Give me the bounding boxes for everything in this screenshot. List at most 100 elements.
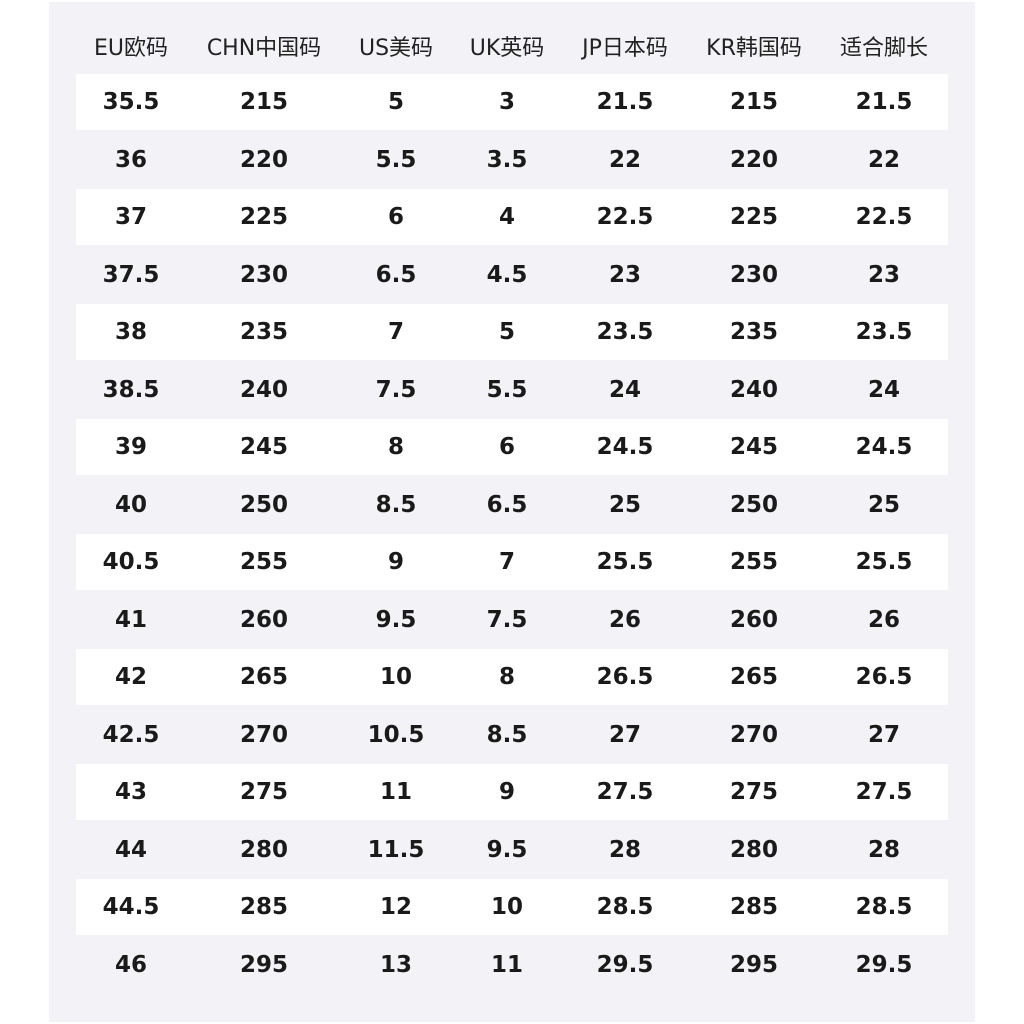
table-cell: 220 — [729, 146, 779, 173]
table-cell: 250 — [729, 491, 779, 518]
table-cell: 42 — [114, 664, 148, 690]
table-cell: 26 — [608, 606, 642, 633]
table-cell: 285 — [239, 894, 289, 920]
table-cell: 8 — [387, 434, 405, 460]
table-cell: 23 — [608, 261, 642, 288]
column-header: UK英码 — [469, 36, 545, 61]
table-cell: 5 — [387, 89, 405, 115]
column-header: US美码 — [358, 36, 434, 61]
table-cell: 24.5 — [596, 434, 654, 460]
table-row: 43 275 11 9 27.5 275 27.5 — [76, 764, 948, 820]
table-row: 44 280 11.5 9.5 28 280 28 — [76, 822, 948, 878]
table-cell: 43 — [114, 779, 148, 805]
table-cell: 10 — [379, 664, 413, 690]
table-cell: 28.5 — [596, 894, 654, 920]
table-cell: 235 — [729, 319, 779, 345]
table-row: 40.5 255 9 7 25.5 255 25.5 — [76, 534, 948, 590]
table-cell: 6 — [498, 434, 516, 460]
table-cell: 6 — [387, 204, 405, 230]
table-cell: 44.5 — [102, 894, 160, 920]
table-cell: 230 — [239, 261, 289, 288]
table-cell: 37 — [114, 204, 148, 230]
table-cell: 29.5 — [596, 951, 654, 978]
table-cell: 280 — [239, 836, 289, 863]
table-cell: 22.5 — [596, 204, 654, 230]
table-row: 40 250 8.5 6.5 25 250 25 — [76, 477, 948, 533]
table-row: 35.5 215 5 3 21.5 215 21.5 — [76, 74, 948, 130]
table-cell: 38 — [114, 319, 148, 345]
table-cell: 4.5 — [486, 261, 528, 288]
table-cell: 13 — [379, 951, 413, 978]
table-cell: 255 — [239, 549, 289, 575]
table-cell: 37.5 — [102, 261, 160, 288]
table-cell: 295 — [239, 951, 289, 978]
table-cell: 265 — [239, 664, 289, 690]
table-cell: 28 — [608, 836, 642, 863]
table-cell: 3.5 — [486, 146, 528, 173]
table-cell: 265 — [729, 664, 779, 690]
table-cell: 9 — [498, 779, 516, 805]
table-row: 44.5 285 12 10 28.5 285 28.5 — [76, 879, 948, 935]
table-cell: 28 — [867, 836, 901, 863]
table-cell: 7 — [498, 549, 516, 575]
table-cell: 280 — [729, 836, 779, 863]
table-cell: 26 — [867, 606, 901, 633]
table-cell: 4 — [498, 204, 516, 230]
table-cell: 9 — [387, 549, 405, 575]
table-header: EU欧码 CHN中国码 US美码 UK英码 JP日本码 KR韩国码 适合脚长 — [49, 2, 975, 74]
table-cell: 215 — [239, 89, 289, 115]
table-cell: 9.5 — [486, 836, 528, 863]
table-cell: 270 — [239, 721, 289, 748]
table-row: 37.5 230 6.5 4.5 23 230 23 — [76, 247, 948, 303]
table-cell: 23 — [867, 261, 901, 288]
table-row: 36 220 5.5 3.5 22 220 22 — [76, 132, 948, 188]
table-cell: 7 — [387, 319, 405, 345]
table-cell: 10.5 — [367, 721, 425, 748]
table-cell: 275 — [239, 779, 289, 805]
table-cell: 11 — [490, 951, 524, 978]
table-cell: 27 — [608, 721, 642, 748]
table-cell: 240 — [729, 376, 779, 403]
table-cell: 12 — [379, 894, 413, 920]
table-cell: 7.5 — [375, 376, 417, 403]
table-cell: 28.5 — [855, 894, 913, 920]
table-cell: 225 — [239, 204, 289, 230]
table-cell: 25.5 — [596, 549, 654, 575]
table-cell: 270 — [729, 721, 779, 748]
table-cell: 27 — [867, 721, 901, 748]
table-cell: 225 — [729, 204, 779, 230]
table-cell: 11.5 — [367, 836, 425, 863]
table-cell: 38.5 — [102, 376, 160, 403]
table-cell: 27.5 — [855, 779, 913, 805]
table-cell: 22.5 — [855, 204, 913, 230]
table-cell: 11 — [379, 779, 413, 805]
table-cell: 24 — [608, 376, 642, 403]
table-cell: 8.5 — [375, 491, 417, 518]
table-cell: 7.5 — [486, 606, 528, 633]
size-chart-panel: EU欧码 CHN中国码 US美码 UK英码 JP日本码 KR韩国码 适合脚长 35.5 215… — [49, 2, 975, 1022]
table-cell: 6.5 — [486, 491, 528, 518]
table-cell: 260 — [729, 606, 779, 633]
table-cell: 40.5 — [102, 549, 160, 575]
table-cell: 46 — [114, 951, 148, 978]
table-cell: 44 — [114, 836, 148, 863]
table-cell: 22 — [608, 146, 642, 173]
column-header: JP日本码 — [582, 36, 668, 61]
table-cell: 24 — [867, 376, 901, 403]
table-row: 42.5 270 10.5 8.5 27 270 27 — [76, 707, 948, 763]
table-cell: 220 — [239, 146, 289, 173]
table-cell: 5.5 — [375, 146, 417, 173]
column-header: 适合脚长 — [839, 36, 929, 61]
table-row: 39 245 8 6 24.5 245 24.5 — [76, 419, 948, 475]
table-row: 37 225 6 4 22.5 225 22.5 — [76, 189, 948, 245]
table-cell: 23.5 — [855, 319, 913, 345]
table-cell: 35.5 — [102, 89, 160, 115]
table-cell: 26.5 — [855, 664, 913, 690]
table-cell: 8.5 — [486, 721, 528, 748]
table-cell: 25 — [867, 491, 901, 518]
table-row: 38 235 7 5 23.5 235 23.5 — [76, 304, 948, 360]
table-row: 38.5 240 7.5 5.5 24 240 24 — [76, 362, 948, 418]
table-cell: 25 — [608, 491, 642, 518]
table-cell: 240 — [239, 376, 289, 403]
table-cell: 215 — [729, 89, 779, 115]
